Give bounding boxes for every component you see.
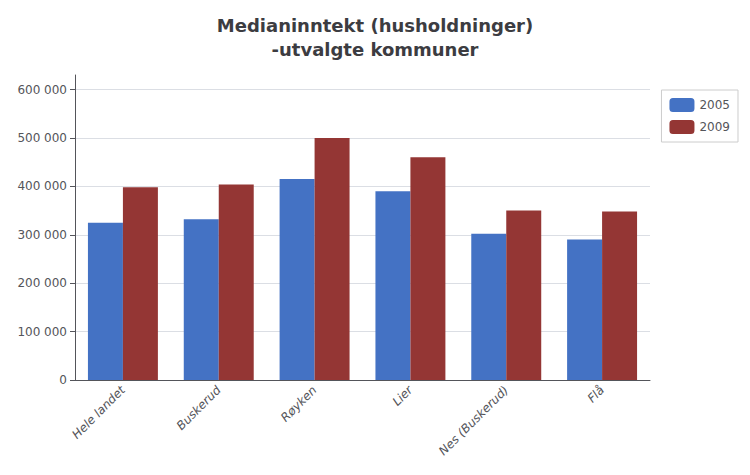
svg-text:300 000: 300 000 (17, 228, 67, 242)
svg-text:100 000: 100 000 (17, 325, 67, 339)
svg-text:500 000: 500 000 (17, 131, 67, 145)
svg-text:-utvalgte kommuner: -utvalgte kommuner (272, 39, 479, 60)
svg-text:2005: 2005 (699, 98, 730, 112)
svg-text:Medianinntekt (husholdninger): Medianinntekt (husholdninger) (217, 15, 533, 36)
svg-text:Lier: Lier (390, 382, 416, 408)
svg-text:2009: 2009 (699, 120, 730, 134)
svg-text:Buskerud: Buskerud (174, 383, 224, 433)
svg-text:Nes (Buskerud): Nes (Buskerud) (436, 383, 511, 458)
svg-text:0: 0 (59, 373, 67, 387)
svg-text:Hele landet: Hele landet (69, 382, 129, 442)
svg-text:Flå: Flå (585, 383, 607, 405)
svg-text:400 000: 400 000 (17, 179, 67, 193)
svg-text:Røyken: Røyken (278, 383, 319, 424)
svg-text:600 000: 600 000 (17, 83, 67, 97)
svg-text:200 000: 200 000 (17, 276, 67, 290)
